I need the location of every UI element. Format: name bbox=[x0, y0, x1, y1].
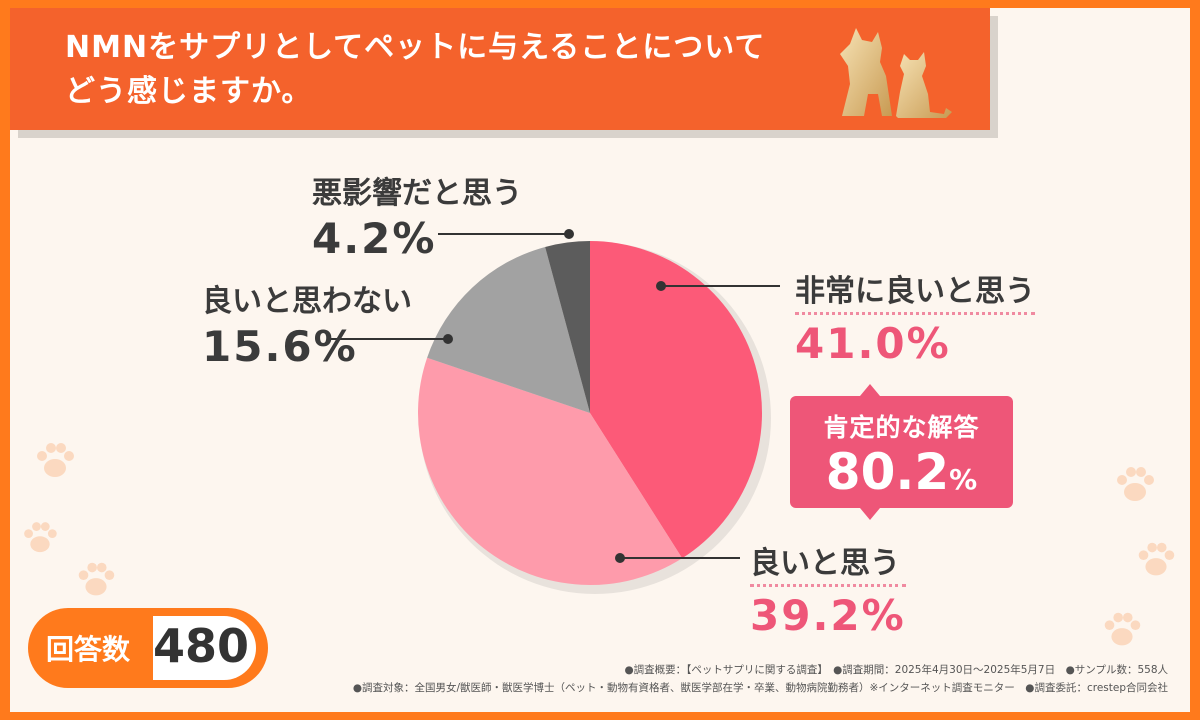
slice-value-not-good: 15.6% bbox=[202, 322, 358, 371]
footer-survey-target: ●調査対象：全国男女/獣医師・獣医学博士（ペット・動物有資格者、獣医学部在学・卒… bbox=[352, 682, 1168, 694]
paw-print-icon bbox=[37, 443, 74, 477]
paw-print-icon bbox=[1138, 542, 1175, 576]
slice-label-very-good: 非常に良いと思う 41.0% bbox=[795, 266, 1035, 368]
slice-label-bad: 悪影響だと思う 4.2% bbox=[312, 168, 522, 263]
positive-callout: 肯定的な解答 80.2% bbox=[790, 384, 1013, 520]
infographic-frame: NMNをサプリとしてペットに与えることについて どう感じますか。 bbox=[10, 8, 1190, 712]
paw-print-icon bbox=[1104, 612, 1141, 646]
callout-label: 肯定的な解答 bbox=[823, 413, 980, 442]
slice-value-bad: 4.2% bbox=[312, 214, 437, 263]
slice-label-good: 良いと思う 39.2% bbox=[750, 538, 906, 640]
callout-value: 80.2% bbox=[790, 444, 1013, 508]
title-line-2: どう感じますか。 bbox=[65, 74, 313, 109]
pie-slice-very-good bbox=[590, 241, 763, 559]
slice-name-good: 良いと思う bbox=[750, 538, 906, 587]
title-bar: NMNをサプリとしてペットに与えることについて どう感じますか。 bbox=[10, 8, 990, 130]
respondent-count-box: 480 bbox=[153, 616, 256, 680]
title-line-1: NMNをサプリとしてペットに与えることについて bbox=[65, 30, 766, 65]
paw-print-icon bbox=[78, 562, 115, 596]
callout-unit: % bbox=[949, 463, 978, 496]
respondent-count-label: 回答数 bbox=[46, 633, 131, 666]
respondent-count-badge: 回答数 480 bbox=[28, 608, 268, 688]
paw-print-icon bbox=[24, 522, 57, 553]
pie-slice-not-good bbox=[427, 246, 590, 413]
pie-chart bbox=[330, 229, 780, 594]
leader-dot-bad bbox=[564, 229, 574, 239]
leader-lines bbox=[330, 229, 780, 563]
pie-slices bbox=[418, 241, 763, 586]
paw-print-icon bbox=[1117, 467, 1154, 501]
respondent-count-value: 480 bbox=[153, 619, 250, 673]
slice-name-bad: 悪影響だと思う bbox=[312, 176, 522, 211]
leader-dot-good bbox=[615, 553, 625, 563]
slice-name-not-good: 良いと思わない bbox=[202, 284, 412, 319]
callout-number: 80.2 bbox=[825, 443, 950, 501]
slice-value-very-good: 41.0% bbox=[795, 319, 951, 368]
slice-label-not-good: 良いと思わない 15.6% bbox=[202, 276, 412, 371]
leader-dot-very-good bbox=[656, 281, 666, 291]
pie-slice-bad bbox=[545, 241, 590, 413]
pie-slice-good bbox=[418, 357, 683, 586]
footer-survey-overview: ●調査概要：【ペットサプリに関する調査】 ●調査期間：2025年4月30日〜20… bbox=[624, 664, 1168, 676]
slice-value-good: 39.2% bbox=[750, 591, 906, 640]
leader-dot-not-good bbox=[443, 334, 453, 344]
slice-name-very-good: 非常に良いと思う bbox=[795, 266, 1035, 315]
page-title: NMNをサプリとしてペットに与えることについて どう感じますか。 bbox=[65, 26, 765, 114]
dog-cat-silhouette-icon bbox=[840, 28, 952, 118]
